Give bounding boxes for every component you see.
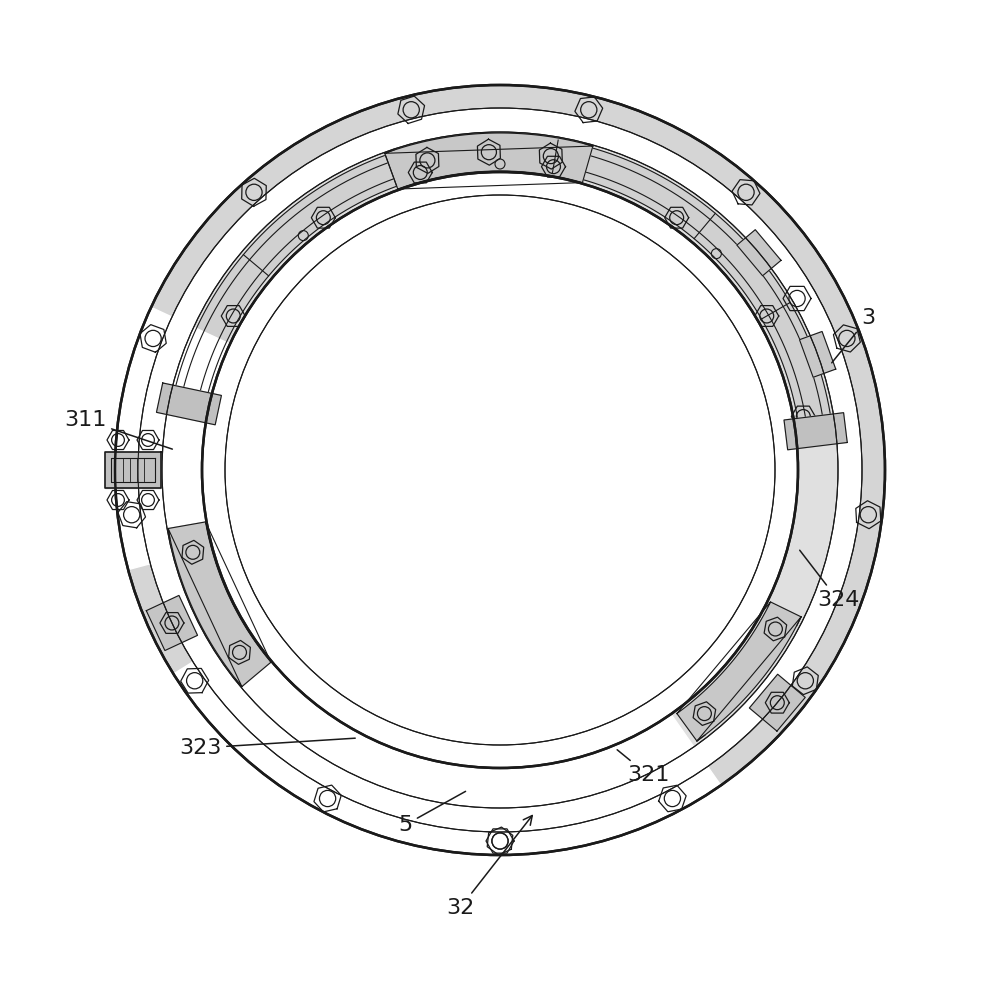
Text: 324: 324 xyxy=(800,550,859,610)
Polygon shape xyxy=(172,135,833,433)
Polygon shape xyxy=(737,229,781,276)
Circle shape xyxy=(227,197,773,743)
Polygon shape xyxy=(110,305,255,571)
Polygon shape xyxy=(105,452,161,488)
Polygon shape xyxy=(146,596,198,650)
Text: 311: 311 xyxy=(64,410,172,449)
Text: 5: 5 xyxy=(398,791,466,835)
Polygon shape xyxy=(260,683,724,860)
Polygon shape xyxy=(169,613,345,789)
Polygon shape xyxy=(385,133,593,189)
Polygon shape xyxy=(749,674,805,731)
Polygon shape xyxy=(156,383,221,425)
Polygon shape xyxy=(677,602,801,741)
Polygon shape xyxy=(162,132,838,808)
Text: 321: 321 xyxy=(617,750,669,785)
Polygon shape xyxy=(115,85,885,855)
Polygon shape xyxy=(139,109,861,831)
Polygon shape xyxy=(784,413,847,450)
Polygon shape xyxy=(799,332,836,377)
Text: 323: 323 xyxy=(179,738,355,758)
Text: 32: 32 xyxy=(446,815,532,918)
Text: 3: 3 xyxy=(832,308,875,362)
Polygon shape xyxy=(203,173,797,767)
Polygon shape xyxy=(168,522,271,686)
